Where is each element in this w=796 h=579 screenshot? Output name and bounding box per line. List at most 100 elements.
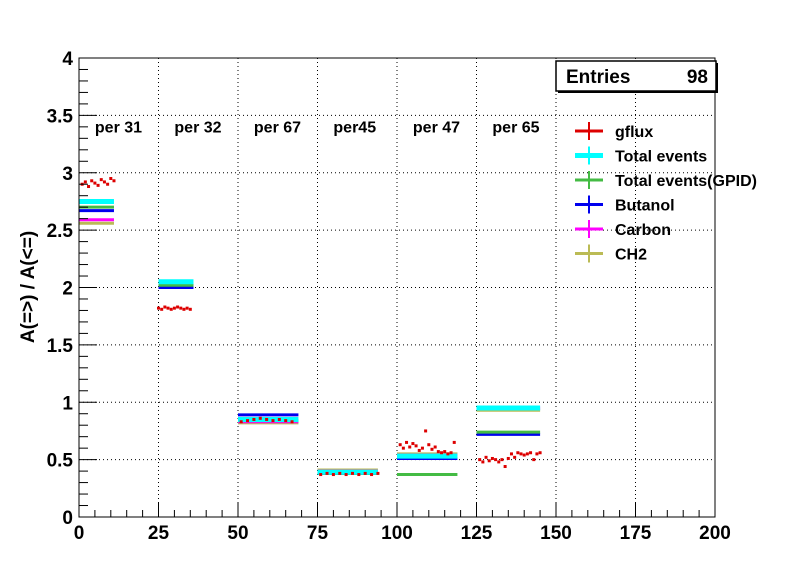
data-point (424, 429, 428, 433)
legend-item: CH2 (575, 244, 647, 264)
data-point (157, 306, 160, 310)
data-point (376, 471, 380, 475)
data-point (497, 460, 501, 464)
data-point (87, 185, 91, 189)
data-point (452, 440, 456, 444)
y-tick-label: 2 (62, 279, 73, 300)
axes: 0 25 50 75 100 125 150 175 200 0 0.5 1 1.5 2 2.5 3 3.5 4 (47, 49, 731, 544)
data-point (443, 450, 447, 454)
data-point (506, 456, 510, 460)
data-point (179, 306, 183, 310)
legend-label: Carbon (615, 222, 671, 239)
legend-item: Butanol (575, 195, 675, 215)
legend-label: Total events(GPID) (615, 173, 757, 190)
stats-label: Entries (566, 67, 630, 88)
grid (79, 58, 715, 517)
data-point (417, 448, 421, 452)
period-label: per 65 (492, 120, 539, 137)
data-point (481, 460, 485, 464)
data-point (398, 443, 402, 447)
data-point (176, 305, 180, 309)
data-point (185, 306, 189, 310)
stats-value: 98 (687, 67, 708, 88)
data-point (484, 455, 488, 459)
legend-item: gflux (575, 122, 653, 141)
y-axis-label: A(=>) / A(<=) (18, 231, 39, 343)
y-tick-label: 1 (62, 393, 73, 414)
period-label: per 67 (254, 120, 301, 137)
y-tick-label: 3 (62, 164, 73, 185)
legend-label: Butanol (615, 198, 675, 215)
data-point (109, 176, 113, 180)
data-point (532, 458, 536, 462)
data-point (344, 473, 348, 477)
data-point (265, 417, 269, 421)
data-point (446, 452, 450, 456)
data-point (500, 458, 504, 462)
x-tick-label: 75 (307, 523, 329, 544)
legend-item: Total events (575, 146, 707, 166)
data-point (408, 445, 412, 449)
data-point (90, 179, 94, 183)
x-tick-label: 200 (699, 523, 731, 544)
data-point (166, 306, 170, 310)
data-point (516, 451, 520, 455)
data-point (160, 307, 164, 311)
data-point (182, 307, 186, 311)
x-tick-label: 100 (381, 523, 413, 544)
data-point (509, 452, 513, 456)
legend-label: Total events (615, 149, 707, 166)
data-point (350, 471, 354, 475)
data-point (290, 420, 294, 424)
data-point (440, 451, 444, 455)
period-label: per 31 (95, 120, 142, 137)
x-tick-label: 150 (540, 523, 572, 544)
data-point (271, 419, 275, 423)
data-point (535, 452, 539, 456)
data-point (414, 444, 418, 448)
data-point (331, 473, 335, 477)
data-point (449, 451, 453, 455)
data-point (96, 183, 100, 187)
data-point (284, 419, 288, 423)
y-tick-label: 1.5 (47, 336, 74, 357)
data-point (338, 471, 342, 475)
data-point (319, 473, 323, 477)
data-point (490, 456, 494, 460)
data-point (357, 473, 361, 477)
data-point (529, 451, 533, 455)
data-point (99, 178, 103, 182)
data-point (363, 471, 367, 475)
data-point (519, 452, 523, 456)
data-point (525, 452, 529, 456)
data-point (411, 442, 415, 446)
period-label: per 47 (413, 120, 460, 137)
data-point (503, 465, 507, 469)
data-point (522, 453, 526, 457)
y-tick-label: 0.5 (47, 451, 74, 472)
data-point (252, 417, 256, 421)
data-point (325, 471, 329, 475)
data-point (436, 450, 440, 454)
data-point (277, 417, 281, 421)
legend-item: Carbon (575, 220, 671, 239)
data-point (401, 446, 405, 450)
data-point (172, 306, 176, 310)
stats-box-frame (555, 60, 717, 92)
x-tick-label: 0 (74, 523, 85, 544)
data-point (370, 473, 374, 477)
y-tick-label: 0 (62, 508, 73, 529)
data-point (478, 458, 482, 462)
period-label: per45 (333, 120, 376, 137)
data-point (513, 455, 517, 459)
data-point (188, 307, 192, 311)
plot-area (79, 176, 542, 477)
legend-label: CH2 (615, 247, 647, 264)
data-point (433, 445, 437, 449)
data-point (169, 307, 173, 311)
data-point (420, 446, 424, 450)
legend-label: gflux (615, 124, 653, 141)
y-tick-label: 4 (62, 49, 73, 70)
stats-box: Entries 98 (555, 60, 718, 93)
